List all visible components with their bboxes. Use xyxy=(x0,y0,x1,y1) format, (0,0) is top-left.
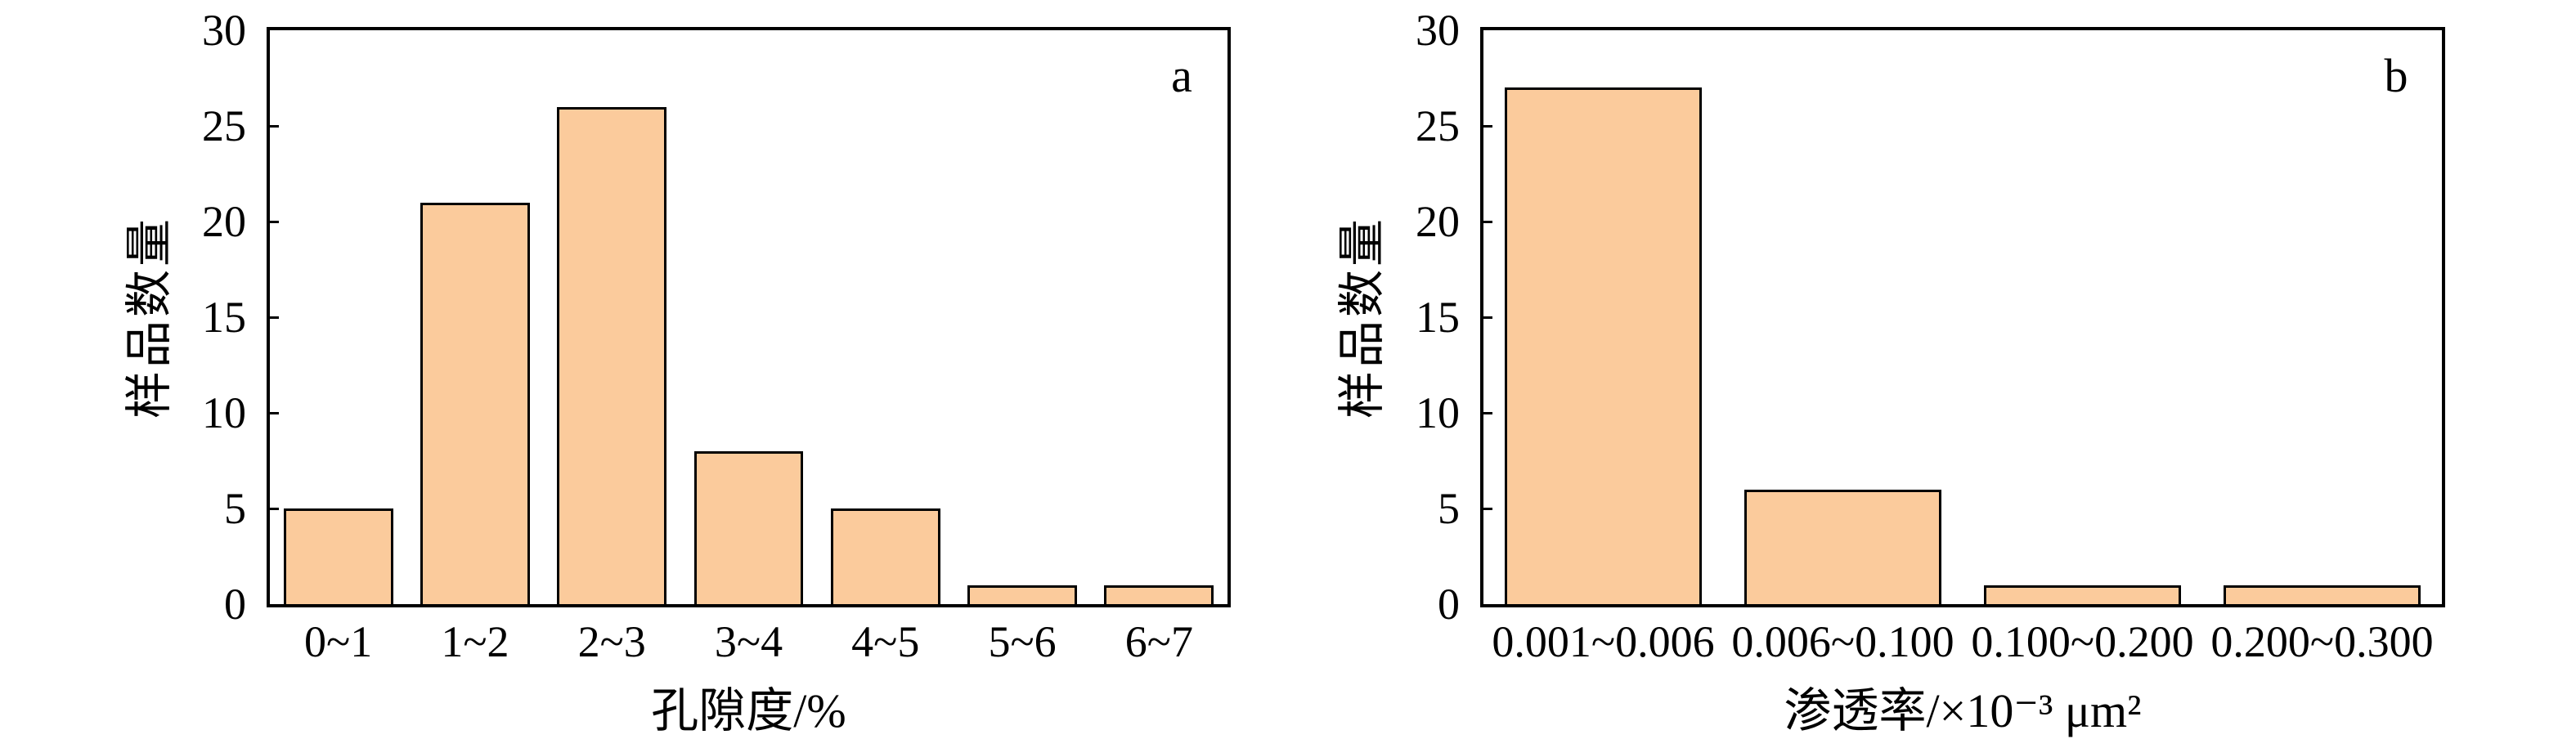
y-tick-label: 20 xyxy=(202,197,246,246)
plot-area xyxy=(267,27,1231,607)
panel-letter: a xyxy=(1171,49,1192,102)
bar xyxy=(283,508,393,604)
y-tick-mark xyxy=(1483,220,1492,223)
y-tick-mark xyxy=(1483,124,1492,128)
plot-area xyxy=(1480,27,2445,607)
y-tick-label: 10 xyxy=(202,388,246,437)
y-tick-mark xyxy=(270,411,279,414)
y-tick-label: 0 xyxy=(1438,580,1460,629)
bar xyxy=(693,450,804,604)
x-category-label: 0.001~0.006 xyxy=(1492,617,1715,666)
x-axis-label: 孔隙度/% xyxy=(651,684,846,737)
y-tick-label: 15 xyxy=(202,293,246,342)
y-tick-label: 30 xyxy=(202,6,246,55)
x-category-label: 4~5 xyxy=(851,617,920,666)
y-tick-label: 0 xyxy=(224,580,246,629)
x-category-label: 0.200~0.300 xyxy=(2210,617,2434,666)
bar xyxy=(2224,585,2421,604)
y-tick-mark xyxy=(270,316,279,319)
bar xyxy=(420,202,530,604)
bar xyxy=(1744,489,1941,604)
y-tick-mark xyxy=(1483,411,1492,414)
y-tick-label: 15 xyxy=(1416,293,1460,342)
y-tick-label: 20 xyxy=(1416,197,1460,246)
bar xyxy=(830,508,940,604)
panel-letter: b xyxy=(2384,49,2408,102)
y-tick-label: 10 xyxy=(1416,388,1460,437)
x-axis-label: 渗透率/×10⁻³ μm² xyxy=(1784,684,2142,737)
y-tick-label: 30 xyxy=(1416,6,1460,55)
x-category-label: 3~4 xyxy=(714,617,783,666)
bar xyxy=(1984,585,2181,604)
bar xyxy=(967,585,1077,604)
bar xyxy=(1104,585,1214,604)
bar xyxy=(557,106,667,604)
y-tick-label: 25 xyxy=(202,101,246,150)
x-category-label: 0.006~0.100 xyxy=(1731,617,1954,666)
y-tick-mark xyxy=(270,220,279,223)
y-tick-mark xyxy=(1483,316,1492,319)
x-category-label: 6~7 xyxy=(1124,617,1193,666)
x-category-label: 5~6 xyxy=(988,617,1057,666)
x-category-label: 0~1 xyxy=(304,617,373,666)
y-tick-label: 5 xyxy=(1438,484,1460,533)
x-category-label: 0.100~0.200 xyxy=(1971,617,2194,666)
y-tick-label: 5 xyxy=(224,484,246,533)
bar xyxy=(1505,87,1702,604)
x-category-label: 1~2 xyxy=(441,617,509,666)
y-tick-label: 25 xyxy=(1416,101,1460,150)
x-category-label: 2~3 xyxy=(577,617,646,666)
y-tick-mark xyxy=(1483,507,1492,510)
y-tick-mark xyxy=(270,507,279,510)
y-tick-mark xyxy=(270,124,279,128)
